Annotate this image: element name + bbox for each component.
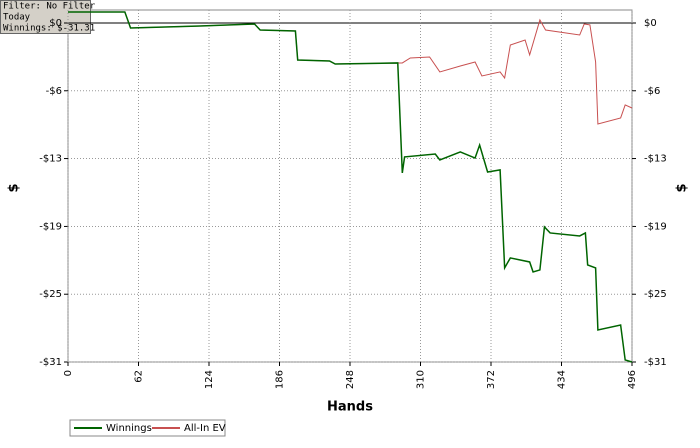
x-tick-label: 310 <box>416 370 427 389</box>
info-text: Today <box>3 13 31 23</box>
info-box: Filter: No Filter Today Winnings: $-31.3… <box>0 0 96 34</box>
y-axis-label: $ <box>7 183 22 192</box>
x-tick-label: 186 <box>275 370 286 389</box>
x-axis-label: Hands <box>327 400 373 415</box>
y2-tick-label: -$25 <box>644 289 667 300</box>
y2-tick-label: $0 <box>644 18 657 29</box>
y2-tick-label: -$6 <box>644 86 660 97</box>
y-tick-label: $0 <box>49 18 62 29</box>
y-tick-label: -$31 <box>39 357 62 368</box>
legend-label: Winnings <box>106 423 152 434</box>
x-tick-label: 248 <box>345 370 356 389</box>
x-tick-label: 124 <box>204 370 215 389</box>
legend-label: All-In EV <box>184 423 226 434</box>
legend <box>69 419 226 437</box>
info-text: Winnings: $-31.31 <box>3 24 95 34</box>
x-tick-label: 0 <box>63 370 74 376</box>
y2-tick-label: -$13 <box>644 154 667 165</box>
y-tick-label: -$6 <box>46 86 62 97</box>
y2-tick-label: -$19 <box>644 221 667 232</box>
y2-axis-label: $ <box>675 183 690 192</box>
y-tick-label: -$13 <box>39 154 62 165</box>
x-tick-label: 372 <box>486 370 497 389</box>
x-tick-label: 434 <box>557 370 568 389</box>
plot-area <box>67 9 633 363</box>
y-tick-label: -$19 <box>39 221 62 232</box>
x-tick-label: 62 <box>134 370 145 383</box>
y2-tick-label: -$31 <box>644 357 667 368</box>
series-line <box>68 11 633 363</box>
info-text: Filter: No Filter <box>3 2 96 12</box>
info-background <box>0 0 91 34</box>
y-tick-label: -$25 <box>39 289 62 300</box>
x-tick-label: 496 <box>627 370 638 389</box>
